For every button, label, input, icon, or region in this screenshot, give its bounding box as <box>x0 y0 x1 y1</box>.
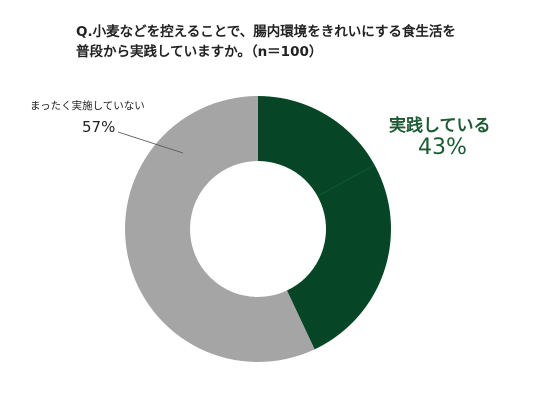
not-practicing-value: 57% <box>82 118 116 136</box>
practicing-value: 43% <box>418 135 467 160</box>
donut-slices <box>125 96 392 362</box>
not-practicing-slice <box>125 96 315 362</box>
gray-callout-leader-line <box>117 131 184 154</box>
practicing-slice <box>258 96 392 350</box>
not-practicing-label: まったく実施していない <box>30 100 145 112</box>
chart-title-line-1: Q.小麦などを控えることで、腸内環境をきれいにする食生活を <box>76 24 456 40</box>
practicing-slice-divider <box>317 164 375 197</box>
chart-title-line-2: 普段から実践していますか。（n＝100） <box>76 44 323 60</box>
practicing-label: 実践している <box>389 116 491 136</box>
chart-title: Q.小麦などを控えることで、腸内環境をきれいにする食生活を 普段から実践していま… <box>76 22 496 62</box>
